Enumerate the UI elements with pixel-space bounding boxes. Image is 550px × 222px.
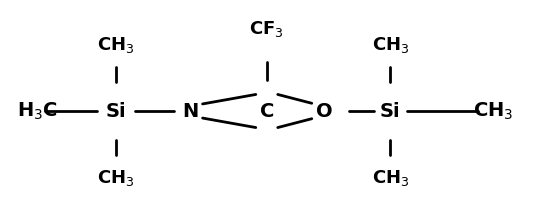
Text: Si: Si xyxy=(106,101,126,121)
Text: CH$_3$: CH$_3$ xyxy=(371,35,409,55)
Text: CH$_3$: CH$_3$ xyxy=(474,100,514,122)
Text: Si: Si xyxy=(380,101,400,121)
Text: CF$_3$: CF$_3$ xyxy=(250,19,284,39)
Text: N: N xyxy=(182,101,198,121)
Text: CH$_3$: CH$_3$ xyxy=(97,168,135,188)
Text: H$_3$C: H$_3$C xyxy=(17,100,58,122)
Text: O: O xyxy=(316,101,333,121)
Text: C: C xyxy=(260,101,274,121)
Text: CH$_3$: CH$_3$ xyxy=(371,168,409,188)
Text: CH$_3$: CH$_3$ xyxy=(97,35,135,55)
